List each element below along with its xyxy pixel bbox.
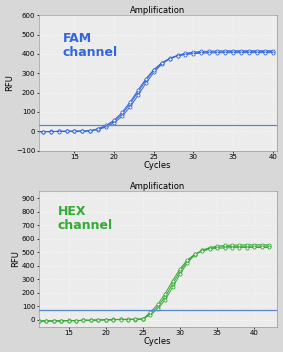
Text: HEX
channel: HEX channel [58,205,113,232]
Title: Amplification: Amplification [130,6,185,14]
Text: FAM
channel: FAM channel [63,32,118,58]
Title: Amplification: Amplification [130,182,185,190]
Y-axis label: RFU: RFU [11,251,20,268]
Y-axis label: RFU: RFU [6,75,14,92]
X-axis label: Cycles: Cycles [144,338,171,346]
X-axis label: Cycles: Cycles [144,162,171,170]
